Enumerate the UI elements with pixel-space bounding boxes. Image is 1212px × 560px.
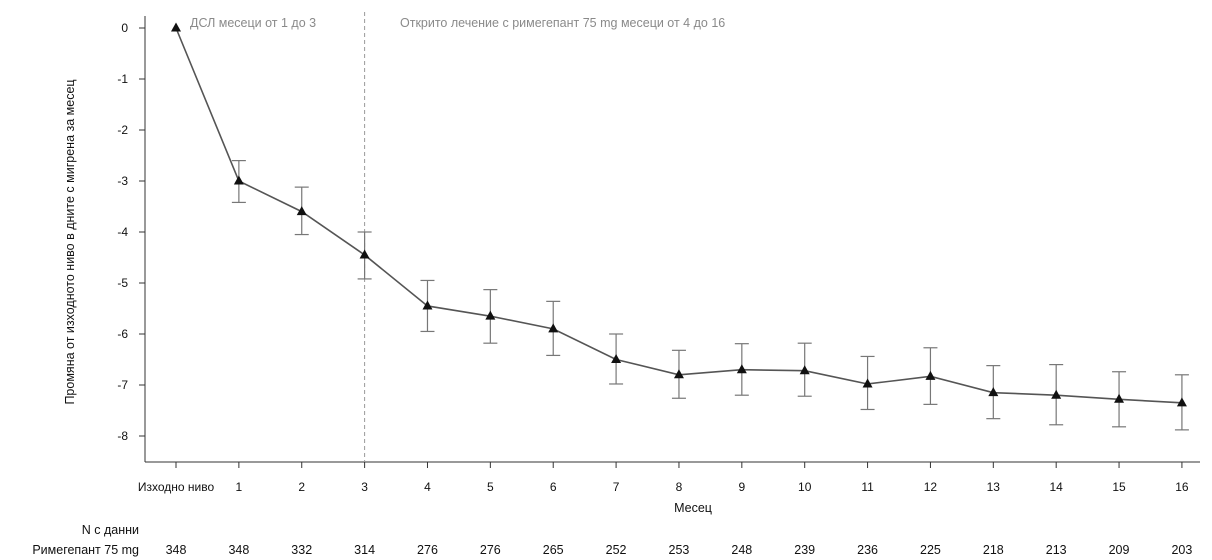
axes	[144, 16, 1200, 463]
phase-label-double-blind: ДСЛ месеци от 1 до 3	[190, 16, 316, 30]
x-tick-label: 13	[987, 480, 1001, 494]
n-table-value: 276	[480, 543, 501, 557]
data-point	[171, 22, 181, 32]
x-tick-label: 8	[676, 480, 683, 494]
data-point	[988, 387, 999, 397]
x-tick-label: 1	[236, 480, 243, 494]
n-table-value: 265	[543, 543, 564, 557]
x-axis-label: Месец	[674, 501, 712, 515]
data-point	[548, 323, 559, 333]
x-tick-label: 14	[1050, 480, 1064, 494]
data-point	[611, 354, 622, 363]
x-tick-label: 12	[924, 480, 938, 494]
n-table-value: 253	[669, 543, 690, 557]
y-tick-label: -8	[117, 429, 128, 443]
data-point	[359, 249, 370, 259]
n-table-value: 332	[291, 543, 312, 557]
data-point	[296, 206, 307, 216]
x-tick-label: 4	[424, 480, 431, 494]
data-point	[925, 370, 936, 380]
data-point	[233, 175, 244, 185]
n-table-header: N с данни	[82, 523, 139, 537]
y-tick-label: -4	[117, 225, 128, 239]
phase-label-open-label: Открито лечение с римегепант 75 mg месец…	[400, 16, 725, 30]
y-ticks: 0 -1 -2 -3 -4 -5 -6 -7 -8	[117, 21, 145, 443]
data-point	[1176, 397, 1187, 407]
x-tick-label: 7	[613, 480, 620, 494]
n-table-value: 248	[731, 543, 752, 557]
data-point	[1114, 393, 1125, 403]
n-table-value: 203	[1171, 543, 1192, 557]
y-tick-label: -7	[117, 378, 128, 392]
n-table-value: 225	[920, 543, 941, 557]
x-tick-label: 5	[487, 480, 494, 494]
x-tick-label: 3	[361, 480, 368, 494]
n-table-value: 239	[794, 543, 815, 557]
n-table-value: 348	[166, 543, 187, 557]
n-table-value: 236	[857, 543, 878, 557]
y-axis-label: Промяна от изходното ниво в дните с мигр…	[63, 79, 77, 404]
series-line	[175, 27, 1182, 404]
y-tick-label: -6	[117, 327, 128, 341]
y-tick-label: -3	[117, 174, 128, 188]
y-tick-label: -5	[117, 276, 128, 290]
x-tick-label: Изходно ниво	[138, 480, 215, 494]
n-table-value: 209	[1109, 543, 1130, 557]
error-bars	[231, 160, 1189, 431]
data-point	[1051, 389, 1062, 399]
x-tick-label: 11	[861, 480, 874, 494]
x-tick-label: 2	[298, 480, 305, 494]
n-table-value: 213	[1046, 543, 1067, 557]
n-table-value: 276	[417, 543, 438, 557]
x-tick-label: 15	[1112, 480, 1126, 494]
x-tick-label: 6	[550, 480, 557, 494]
x-tick-label: 16	[1175, 480, 1189, 494]
n-table-value: 314	[354, 543, 375, 557]
y-tick-label: -1	[117, 72, 128, 86]
data-point	[736, 364, 747, 374]
data-point	[862, 378, 873, 388]
x-tick-label: 9	[738, 480, 745, 494]
n-table-values: 348 348 332 314 276 276 265 252 253 248 239 236 225 2…	[166, 543, 1193, 557]
data-point	[485, 310, 496, 320]
n-table-value: 348	[228, 543, 249, 557]
data-point	[799, 365, 810, 375]
n-table-value: 252	[606, 543, 627, 557]
y-tick-label: 0	[121, 21, 128, 35]
x-ticks: Изходно ниво 1 2 3 4 5 6 7 8 9 10 11 12 13 14 15 16	[138, 462, 1189, 494]
data-point	[673, 369, 684, 379]
n-table-row-label: Римегепант 75 mg	[32, 543, 139, 557]
data-markers	[171, 22, 1187, 407]
y-tick-label: -2	[117, 123, 128, 137]
x-tick-label: 10	[798, 480, 812, 494]
data-point	[422, 300, 433, 310]
n-table-value: 218	[983, 543, 1004, 557]
